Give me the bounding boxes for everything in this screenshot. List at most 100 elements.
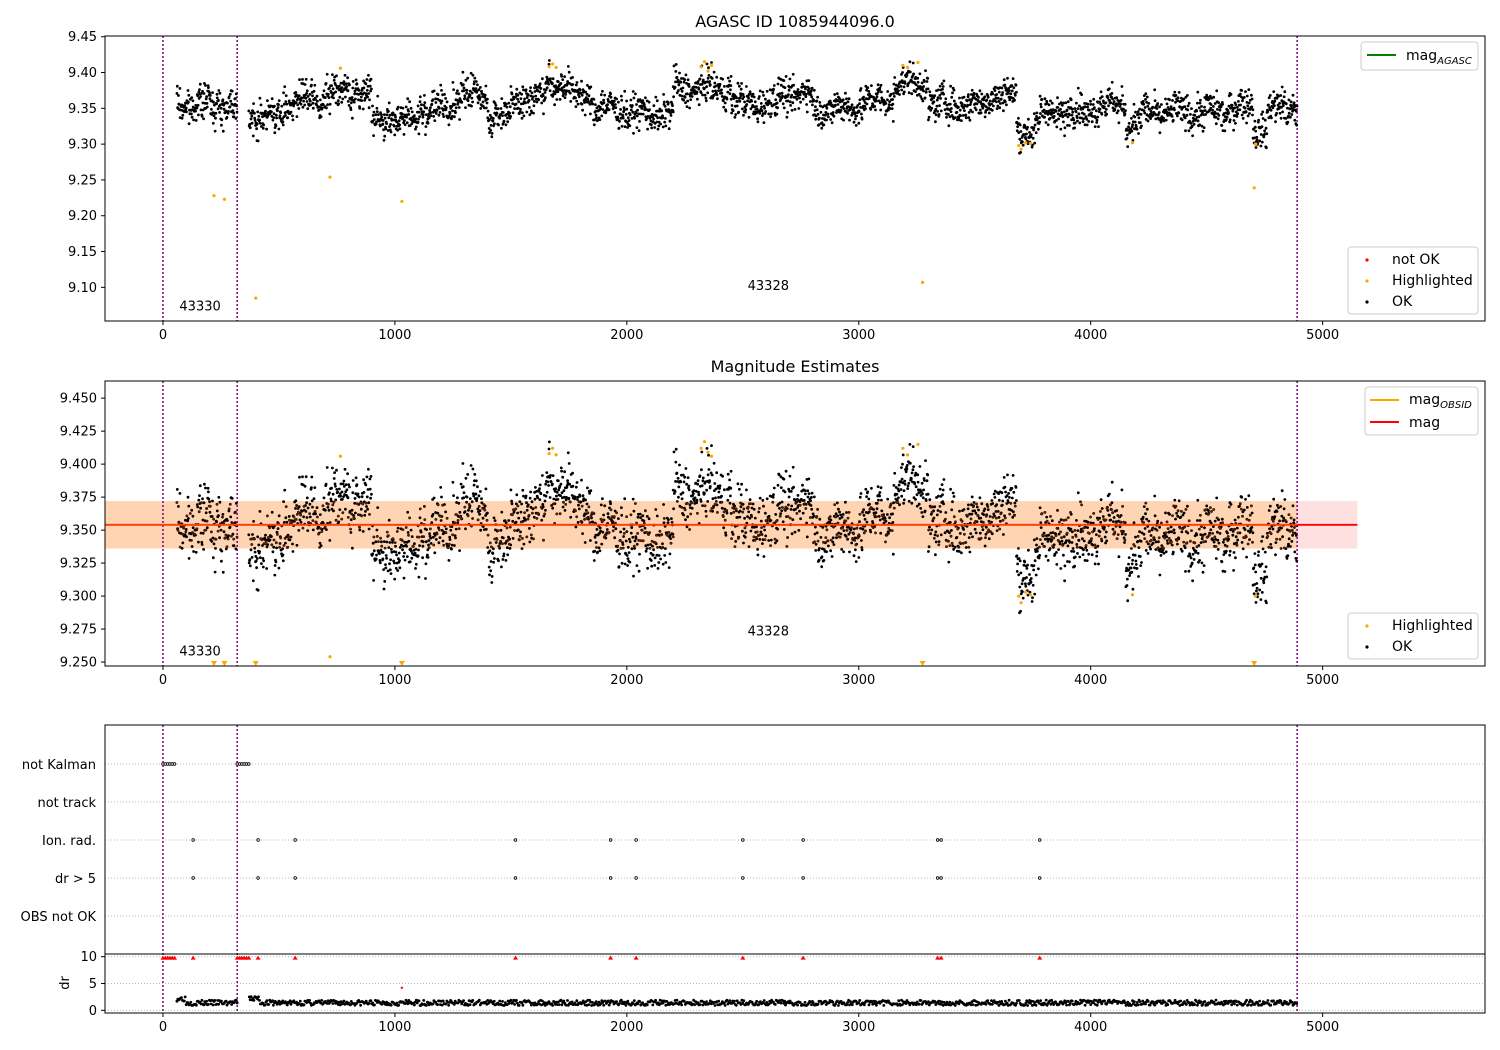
ok-point xyxy=(308,99,312,103)
ok-point xyxy=(352,100,356,104)
ok-point xyxy=(730,530,734,534)
ok-point xyxy=(738,487,741,491)
ok-point xyxy=(368,84,372,88)
ok-point xyxy=(230,89,234,93)
ok-point xyxy=(476,485,479,489)
ok-point xyxy=(1073,126,1076,130)
ok-point xyxy=(786,99,790,103)
ok-point xyxy=(1055,119,1058,122)
ok-point xyxy=(533,90,537,93)
ok-point xyxy=(366,488,370,491)
ok-point xyxy=(1202,126,1206,129)
ok-point xyxy=(834,103,837,107)
ok-point xyxy=(917,92,921,96)
ok-point xyxy=(1230,103,1234,107)
ok-point xyxy=(343,73,347,77)
y-tick-label: 9.45 xyxy=(68,30,97,45)
ok-point xyxy=(571,471,574,475)
ok-point xyxy=(968,103,972,106)
ok-point xyxy=(416,120,420,124)
ok-point xyxy=(310,499,314,503)
ok-point xyxy=(1263,118,1267,122)
ok-point xyxy=(576,102,580,106)
ok-point xyxy=(330,486,333,490)
ok-point xyxy=(387,116,391,120)
ok-point xyxy=(419,108,423,111)
ok-point xyxy=(452,494,455,497)
ok-point xyxy=(1259,144,1263,148)
ok-point xyxy=(811,512,815,516)
ok-point xyxy=(743,110,747,114)
ok-point xyxy=(589,112,592,116)
ok-point xyxy=(820,565,824,569)
ok-point xyxy=(1150,112,1153,116)
ok-point xyxy=(781,94,784,98)
ok-point xyxy=(290,101,294,105)
ok-point xyxy=(219,106,223,110)
x-tick-label: 4000 xyxy=(1074,328,1107,343)
ok-point xyxy=(592,123,596,127)
ok-point xyxy=(797,529,801,532)
ok-point xyxy=(836,103,840,106)
ok-point xyxy=(303,83,307,86)
ok-point xyxy=(745,488,748,492)
ok-point xyxy=(504,123,508,127)
ok-point xyxy=(700,484,704,488)
ok-point xyxy=(787,503,790,507)
ok-point xyxy=(558,484,562,488)
ok-point xyxy=(891,98,894,101)
ok-point xyxy=(232,111,236,115)
ok-point xyxy=(738,509,742,513)
ok-point xyxy=(328,521,332,524)
ok-point xyxy=(380,115,384,119)
ok-point xyxy=(1105,112,1109,116)
ok-point xyxy=(354,476,358,480)
ok-point xyxy=(729,88,732,92)
ok-point xyxy=(502,552,506,556)
ok-point xyxy=(504,559,508,562)
ok-point xyxy=(749,92,752,96)
ok-point xyxy=(335,488,339,491)
ok-point xyxy=(955,110,959,114)
ok-point xyxy=(271,118,275,122)
ok-point xyxy=(979,111,983,115)
highlighted-point xyxy=(547,65,551,69)
ok-point xyxy=(461,462,465,465)
ok-point xyxy=(729,494,732,498)
ok-point xyxy=(414,567,417,570)
ok-point xyxy=(588,102,592,106)
ok-point xyxy=(450,105,454,108)
ok-point xyxy=(234,117,238,120)
ok-point xyxy=(613,536,617,540)
ok-point xyxy=(1239,103,1242,107)
ok-point xyxy=(444,527,448,531)
ok-point xyxy=(619,116,623,120)
ok-point xyxy=(498,546,501,550)
ok-point xyxy=(588,491,591,495)
ok-point xyxy=(1065,112,1068,116)
ok-point xyxy=(406,97,410,101)
ok-point xyxy=(190,96,194,99)
ok-point xyxy=(310,83,313,87)
ok-point xyxy=(655,553,659,557)
point-legend: not OK Highlighted OK xyxy=(1347,246,1479,315)
ok-point xyxy=(676,78,680,82)
ok-point xyxy=(1198,123,1201,127)
ok-point xyxy=(273,104,276,108)
ok-point xyxy=(476,507,480,511)
ok-point xyxy=(707,66,710,70)
highlighted-point xyxy=(702,60,707,64)
ok-point xyxy=(367,527,371,531)
ok-point xyxy=(625,99,628,103)
ok-point xyxy=(481,516,485,520)
ok-point xyxy=(916,80,920,84)
ok-point xyxy=(767,514,771,518)
ok-point xyxy=(257,114,261,118)
ok-point xyxy=(313,83,317,87)
ok-point xyxy=(1130,116,1133,120)
ok-point xyxy=(942,92,945,96)
ok-point xyxy=(552,90,556,93)
x-tick-label: 4000 xyxy=(1074,673,1107,688)
ok-point xyxy=(196,505,200,509)
ok-point xyxy=(344,507,347,511)
